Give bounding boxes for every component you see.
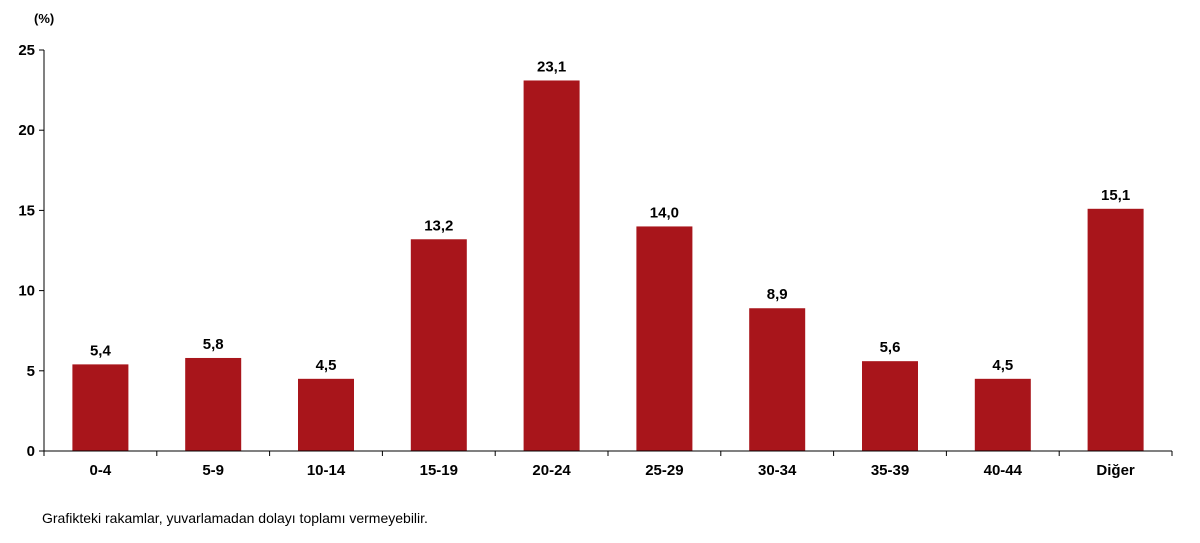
y-tick-label: 0 [27, 443, 35, 460]
bar [185, 357, 242, 451]
data-label: 14,0 [650, 204, 679, 221]
x-tick-label: 40-44 [984, 462, 1023, 479]
data-label: 8,9 [767, 286, 788, 303]
y-tick-label: 25 [18, 42, 35, 59]
bar [1087, 208, 1144, 451]
x-tick-label: 15-19 [420, 462, 458, 479]
x-tick-label: 35-39 [871, 462, 909, 479]
bar [749, 308, 806, 451]
bar [636, 226, 693, 451]
x-axis: 0-4 5-9 10-14 15-19 20-24 25-29 30-34 35-39 40-4… [43, 450, 1173, 479]
data-label: 4,5 [992, 357, 1013, 374]
x-tick-label: Diğer [1096, 462, 1135, 479]
x-tick-label: 30-34 [758, 462, 797, 479]
data-label: 23,1 [537, 58, 566, 75]
data-label: 5,6 [880, 339, 901, 356]
footnote: Grafikteki rakamlar, yuvarlamadan dolayı… [42, 510, 428, 526]
y-tick-label: 15 [18, 202, 35, 219]
bar [523, 80, 580, 451]
data-label: 4,5 [316, 357, 337, 374]
y-tick-label: 10 [18, 283, 35, 300]
bar [298, 378, 354, 451]
data-labels: 5,4 5,8 4,5 13,2 23,1 14,0 8,9 5,6 4,5 15,1 [90, 58, 1130, 373]
x-tick-label: 5-9 [202, 462, 224, 479]
data-label: 13,2 [424, 217, 453, 234]
data-label: 15,1 [1101, 187, 1130, 204]
x-tick-label: 0-4 [90, 462, 112, 479]
x-tick-label: 20-24 [532, 462, 571, 479]
x-tick-label: 25-29 [645, 462, 683, 479]
y-tick-label: 20 [18, 122, 35, 139]
bar [862, 361, 918, 451]
y-axis-unit-label: (%) [34, 11, 54, 26]
bar [974, 378, 1031, 451]
y-axis: 0 5 10 15 20 25 [18, 42, 45, 460]
x-tick-label: 10-14 [307, 462, 346, 479]
y-tick-label: 5 [27, 363, 35, 380]
bar [72, 364, 129, 451]
data-label: 5,8 [203, 336, 224, 353]
data-label: 5,4 [90, 342, 112, 359]
bar-series [72, 80, 1144, 451]
bar [410, 239, 467, 451]
